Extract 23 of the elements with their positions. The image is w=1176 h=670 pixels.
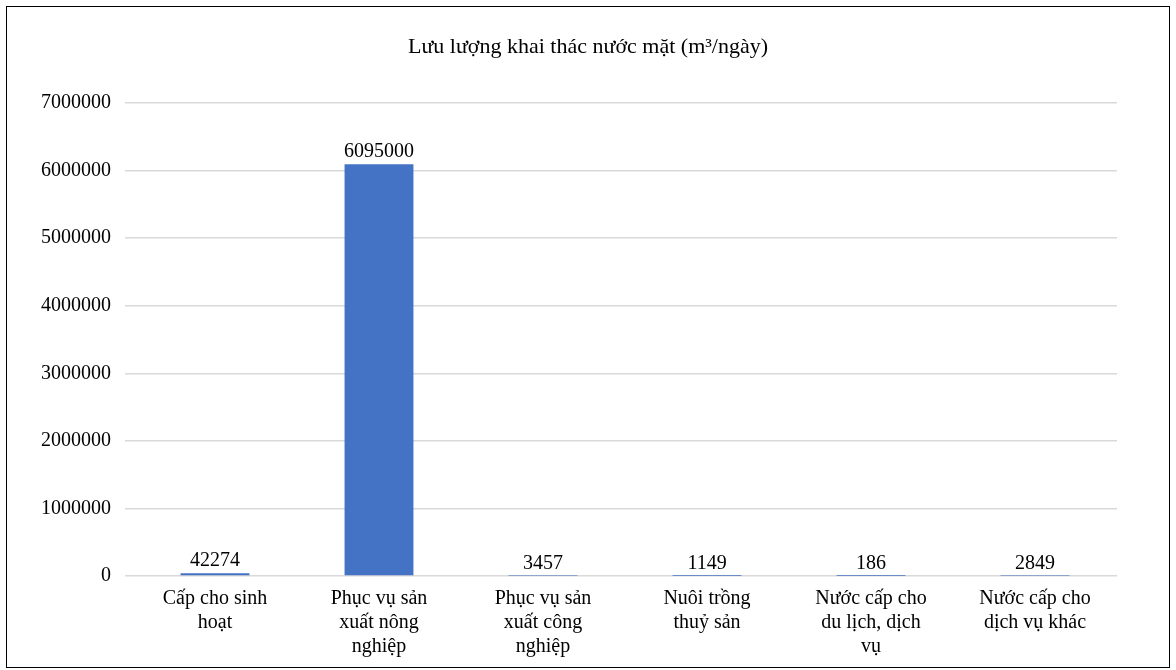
y-tick-label: 6000000 [41, 157, 111, 180]
bar [180, 573, 250, 576]
data-label: 42274 [190, 548, 240, 571]
y-tick-label: 2000000 [41, 428, 111, 451]
chart-title: Lưu lượng khai thác nước mặt (m³/ngày) [406, 33, 770, 59]
data-label: 1149 [687, 551, 727, 574]
data-label: 186 [856, 551, 886, 574]
data-label: 2849 [1015, 551, 1055, 574]
y-tick-label: 7000000 [41, 90, 111, 113]
y-tick-label: 0 [101, 563, 111, 586]
x-tick-label: Nuôi trồng thuỷ sản [663, 586, 751, 634]
x-tick-label: Cấp cho sinh hoạt [162, 586, 268, 633]
y-tick-label: 5000000 [41, 225, 111, 248]
y-tick-label: 4000000 [41, 292, 111, 315]
y-tick-label: 1000000 [41, 495, 111, 518]
y-tick-label: 3000000 [41, 360, 111, 383]
bar [344, 164, 414, 576]
x-tick-label: Nước cấp cho du lịch, dịch vụ [815, 586, 927, 657]
x-tick-label: Nước cấp cho dịch vụ khác [979, 586, 1091, 633]
x-tick-label: Phục vụ sản xuất công nghiệp [494, 586, 592, 658]
data-label: 3457 [523, 551, 563, 574]
data-label: 6095000 [344, 139, 414, 162]
x-tick-label: Phục vụ sản xuất nông nghiệp [330, 586, 428, 658]
